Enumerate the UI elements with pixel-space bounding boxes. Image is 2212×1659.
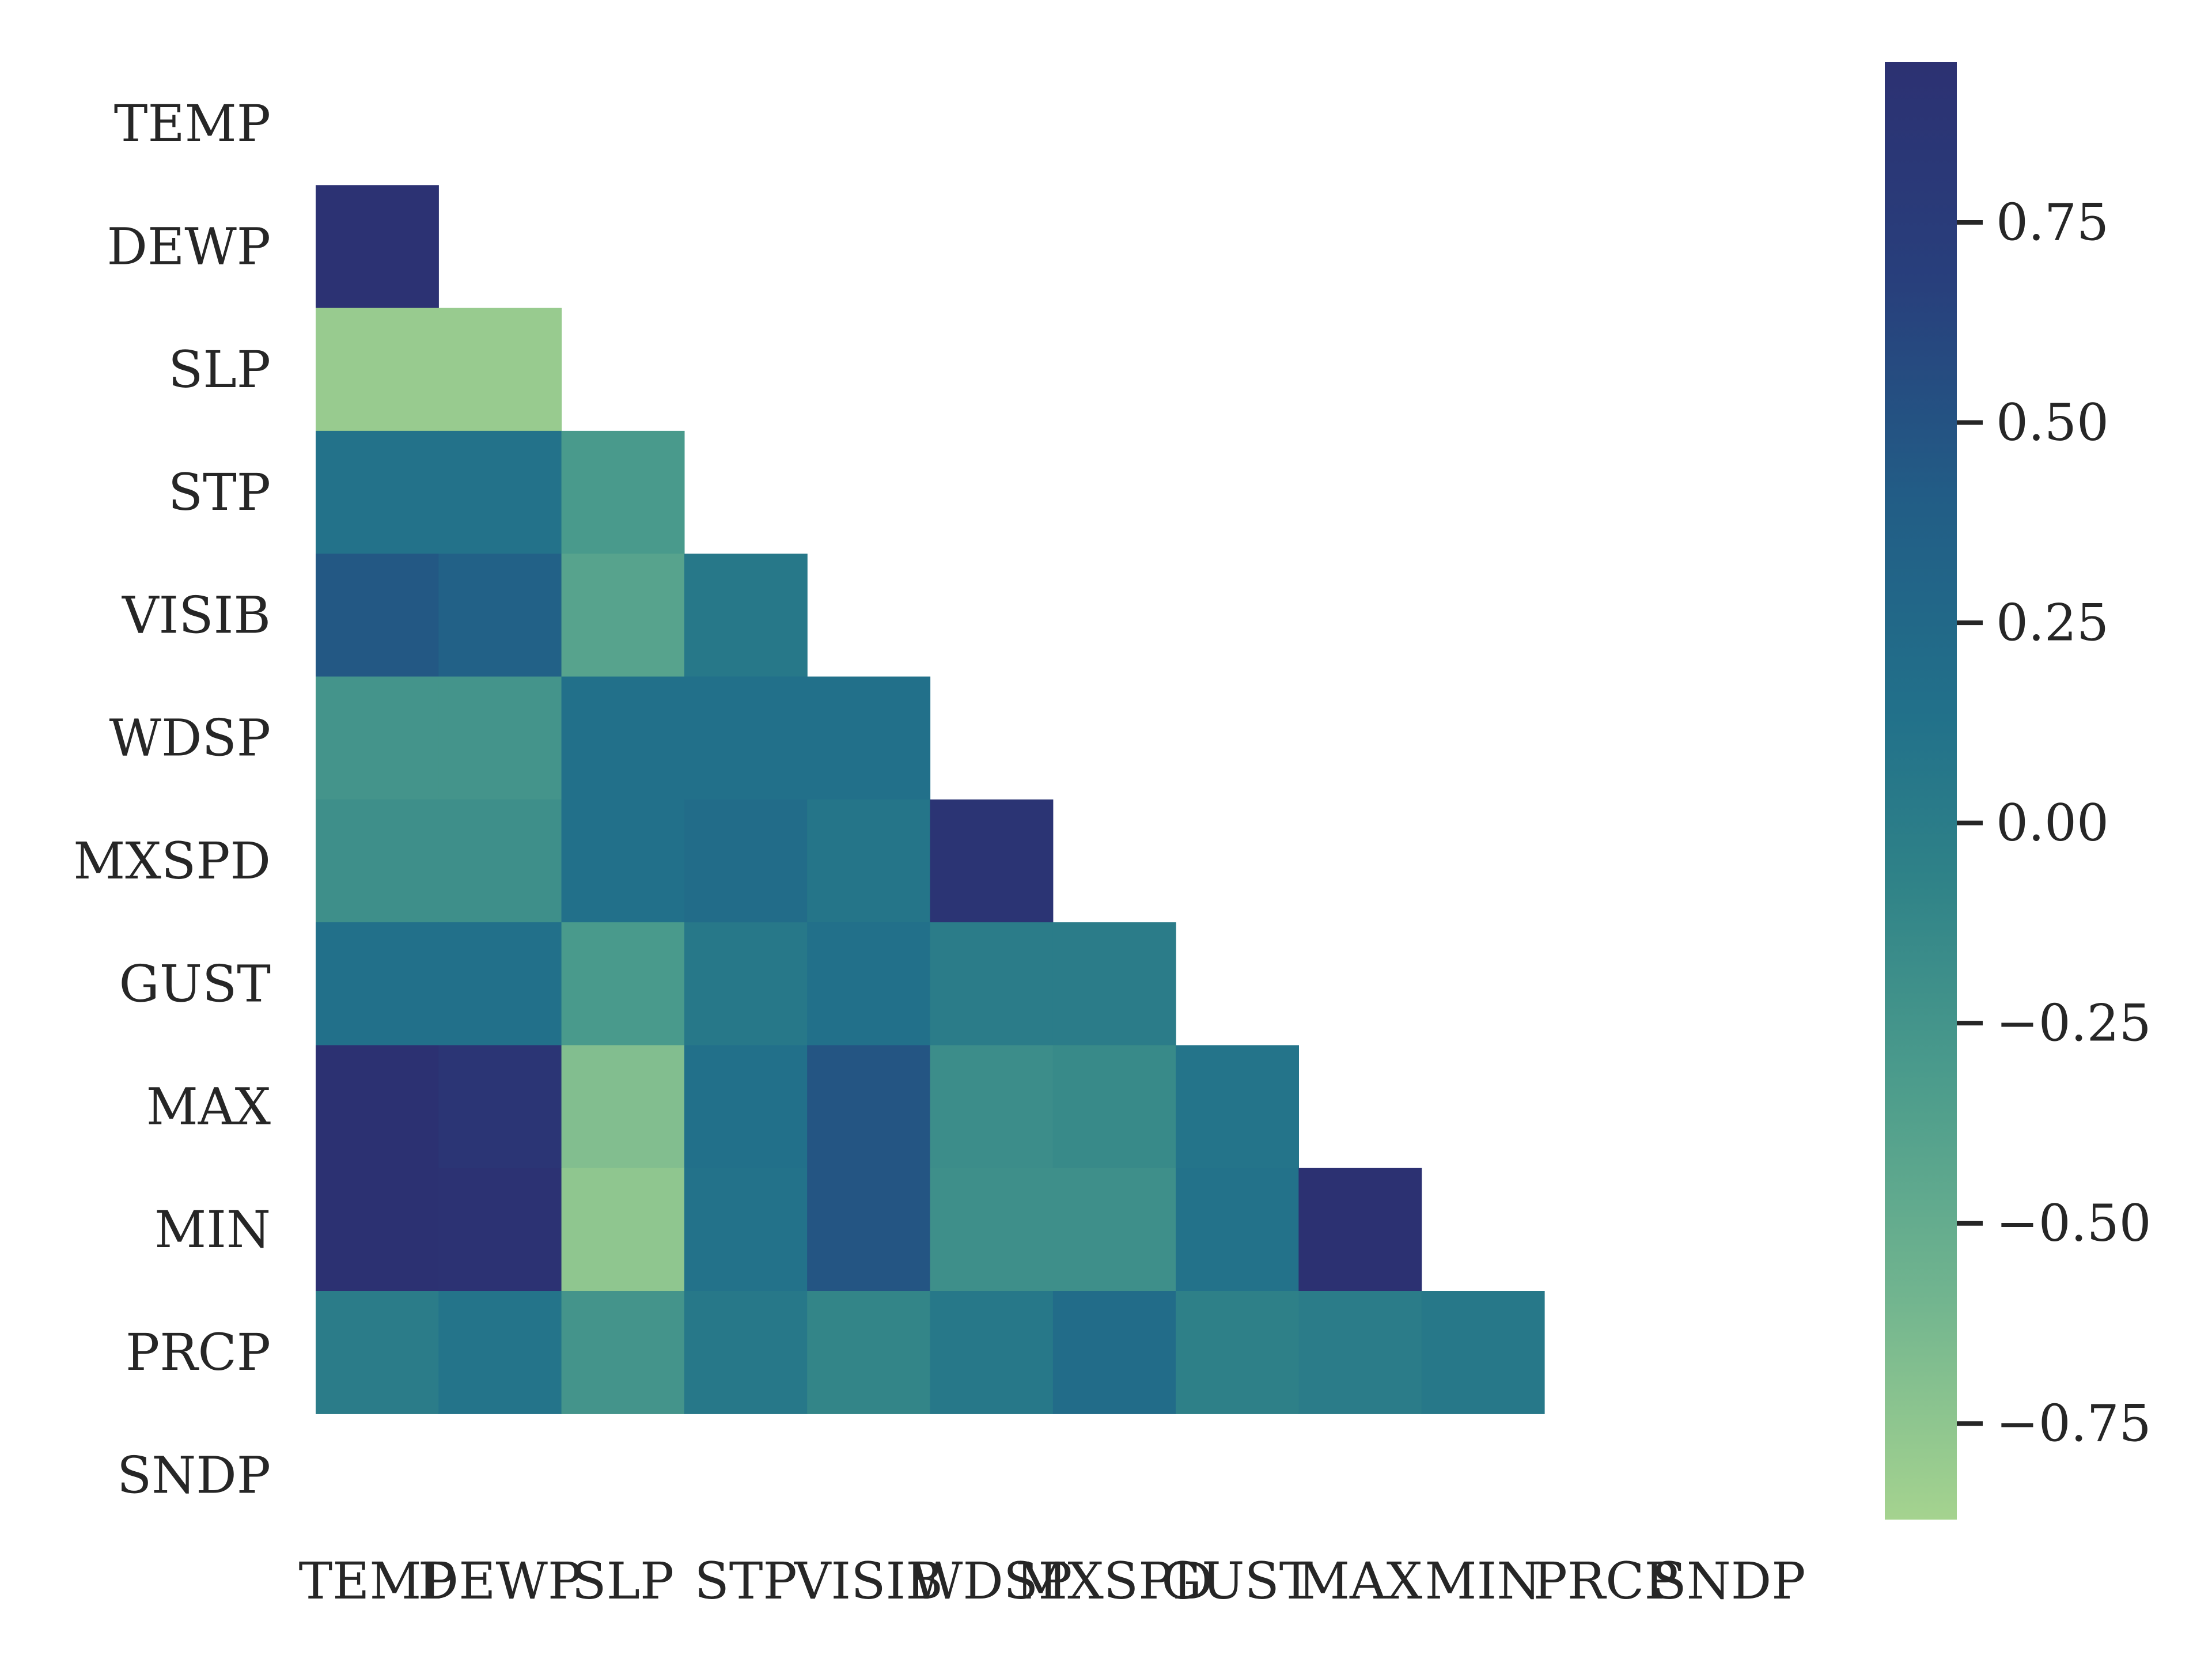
cell-max-dewp [438,1045,562,1169]
y-tick-label-gust: GUST [119,954,271,1013]
x-tick-label-max: MAX [1298,1551,1423,1611]
y-tick-labels: TEMP DEWP SLP STP VISIB WDSP MXSPD GUST MAX MIN PR… [73,94,271,1505]
cell-stp-dewp [438,430,562,554]
x-tick-label-gust: GUST [1161,1551,1313,1611]
cell-visib-stp [684,554,808,677]
cell-prcp-slp [561,1291,685,1414]
colorbar-tick-label: 0.75 [1996,193,2109,252]
cell-gust-stp [684,922,808,1046]
cell-prcp-max [1298,1291,1422,1414]
x-tick-label-visib: VISIB [794,1551,943,1611]
x-tick-label-slp: SLP [571,1551,674,1611]
cell-gust-temp [316,922,439,1046]
colorbar-ticks: 0.75 0.50 0.25 0.00 −0.25 −0.50 −0.75 [1957,193,2152,1453]
cell-dewp-temp [316,185,439,309]
cell-wdsp-slp [561,676,685,800]
cell-visib-slp [561,554,685,677]
cell-visib-temp [316,554,439,677]
colorbar-tick-label: 0.00 [1996,793,2109,853]
cell-stp-slp [561,430,685,554]
cell-mxspd-temp [316,799,439,923]
cell-gust-slp [561,922,685,1046]
x-tick-label-dewp: DEWP [418,1551,582,1611]
cell-mxspd-wdsp [930,799,1054,923]
y-tick-label-stp: STP [168,463,271,522]
colorbar [1885,62,1957,1520]
y-tick-label-temp: TEMP [114,94,271,153]
cell-min-slp [561,1168,685,1291]
cell-max-visib [807,1045,931,1169]
x-tick-label-min: MIN [1425,1551,1541,1611]
cell-visib-dewp [438,554,562,677]
cell-gust-dewp [438,922,562,1046]
cell-mxspd-stp [684,799,808,923]
y-tick-label-prcp: PRCP [126,1323,271,1382]
colorbar-tick-label: −0.75 [1996,1394,2152,1453]
x-tick-label-sndp: SNDP [1652,1551,1805,1611]
colorbar-tick-label: −0.50 [1996,1194,2152,1253]
cell-min-mxspd [1052,1168,1176,1291]
cell-slp-dewp [438,308,562,431]
cell-prcp-min [1421,1291,1545,1414]
x-tick-label-stp: STP [694,1551,797,1611]
cell-prcp-temp [316,1291,439,1414]
cell-prcp-mxspd [1052,1291,1176,1414]
cell-min-temp [316,1168,439,1291]
cell-prcp-gust [1176,1291,1299,1414]
cell-prcp-visib [807,1291,931,1414]
x-tick-label-prcp: PRCP [1533,1551,1679,1611]
cell-max-wdsp [930,1045,1054,1169]
cell-mxspd-slp [561,799,685,923]
cell-wdsp-visib [807,676,931,800]
y-tick-label-sndp: SNDP [117,1446,271,1505]
cell-wdsp-temp [316,676,439,800]
cell-min-dewp [438,1168,562,1291]
cell-max-temp [316,1045,439,1169]
cell-mxspd-dewp [438,799,562,923]
cell-gust-wdsp [930,922,1054,1046]
y-tick-label-max: MAX [146,1077,271,1137]
cell-mxspd-visib [807,799,931,923]
y-tick-label-min: MIN [154,1200,271,1259]
cell-max-stp [684,1045,808,1169]
y-tick-label-visib: VISIB [122,585,271,645]
cell-min-gust [1176,1168,1299,1291]
cell-max-mxspd [1052,1045,1176,1169]
cell-max-gust [1176,1045,1299,1169]
x-tick-label-temp: TEMP [298,1551,455,1611]
cell-gust-visib [807,922,931,1046]
cell-min-wdsp [930,1168,1054,1291]
y-tick-label-slp: SLP [168,340,271,399]
cell-min-visib [807,1168,931,1291]
cell-prcp-dewp [438,1291,562,1414]
cell-min-max [1298,1168,1422,1291]
cell-prcp-wdsp [930,1291,1054,1414]
cell-gust-mxspd [1052,922,1176,1046]
y-tick-label-mxspd: MXSPD [73,831,271,891]
cell-wdsp-stp [684,676,808,800]
cell-prcp-stp [684,1291,808,1414]
x-tick-label-wdsp: WDSP [911,1551,1073,1611]
cell-stp-temp [316,430,439,554]
y-tick-label-dewp: DEWP [107,217,271,276]
cell-min-stp [684,1168,808,1291]
cell-wdsp-dewp [438,676,562,800]
colorbar-gradient [1885,62,1957,1520]
heatmap-cells [316,185,1545,1414]
colorbar-tick-label: 0.25 [1996,593,2109,653]
colorbar-tick-label: −0.25 [1996,994,2152,1053]
cell-max-slp [561,1045,685,1169]
colorbar-tick-label: 0.50 [1996,393,2109,452]
cell-slp-temp [316,308,439,431]
x-tick-label-mxspd: MXSPD [1016,1551,1213,1611]
y-tick-label-wdsp: WDSP [109,709,271,768]
